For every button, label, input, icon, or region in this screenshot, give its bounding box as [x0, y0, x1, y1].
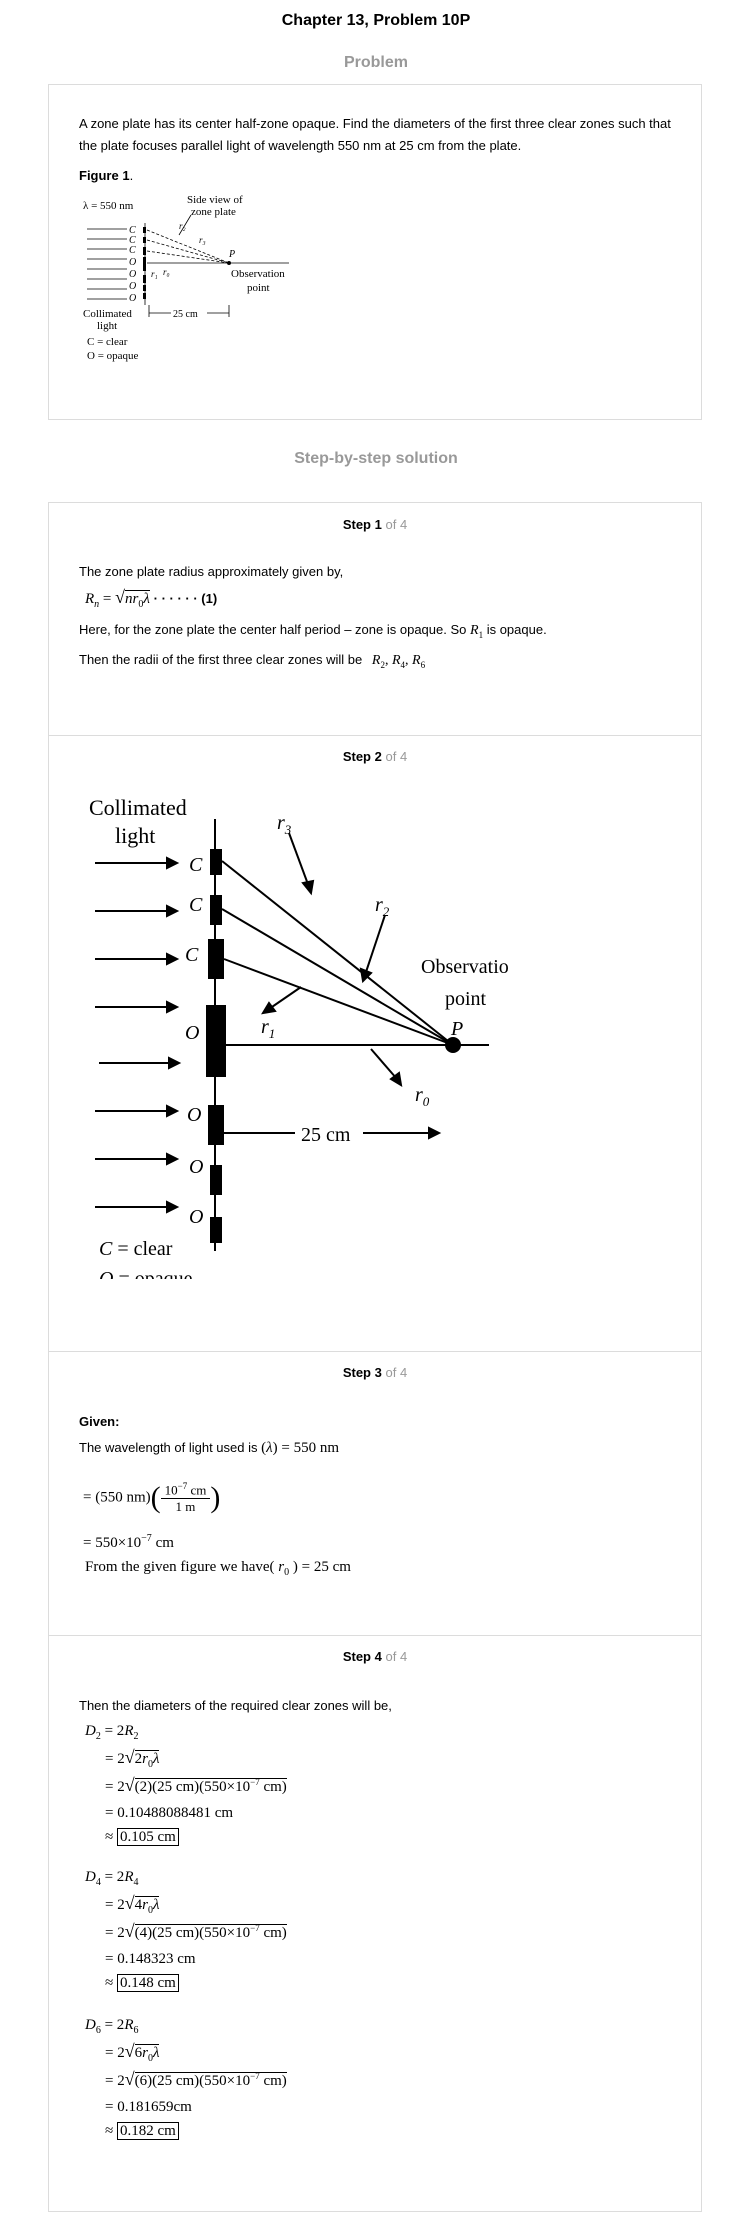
- svg-text:C: C: [129, 225, 136, 236]
- svg-text:r2: r2: [375, 894, 390, 919]
- svg-text:C: C: [129, 245, 136, 256]
- problem-text: A zone plate has its center half-zone op…: [79, 116, 671, 153]
- step1-line3: Then the radii of the first three clear …: [79, 652, 426, 670]
- svg-text:O: O: [129, 281, 136, 292]
- fig-side-view: Side view of: [187, 194, 243, 206]
- page-title: Chapter 13, Problem 10P: [281, 12, 471, 29]
- step3-line1: The wavelength of light used is (λ) = 55…: [79, 1440, 339, 1456]
- svg-text:C: C: [189, 894, 203, 916]
- svg-text:C = clear: C = clear: [99, 1238, 173, 1260]
- fig-collimated: Collimated: [83, 308, 132, 320]
- step-2-header: Step 2 of 4: [342, 749, 408, 764]
- svg-text:r₁: r₁: [151, 269, 158, 279]
- d6-answer: 0.182 cm: [116, 2122, 179, 2140]
- svg-text:O: O: [189, 1206, 203, 1228]
- svg-text:r3: r3: [277, 812, 292, 837]
- d4-answer: 0.148 cm: [116, 1974, 179, 1992]
- step4-line1: Then the diameters of the required clear…: [79, 1698, 392, 1713]
- step1-line2: Here, for the zone plate the center half…: [79, 622, 547, 640]
- svg-text:O: O: [187, 1104, 201, 1126]
- fig-zone-plate: zone plate: [191, 206, 236, 218]
- fig2-point: point: [445, 988, 487, 1010]
- step-1-header: Step 1 of 4: [342, 517, 408, 532]
- fig2-distance: 25 cm: [301, 1124, 351, 1146]
- fig-distance: 25 cm: [173, 309, 198, 320]
- svg-text:r₂: r₂: [179, 221, 186, 231]
- fig-light: light: [97, 320, 117, 332]
- fig-observation: Observation: [231, 268, 285, 280]
- svg-text:O: O: [189, 1156, 203, 1178]
- step2-figure: Collimated light C C C O O O O: [89, 795, 509, 1279]
- svg-text:r1: r1: [261, 1016, 275, 1041]
- step1-eq1: Rn = √nr0λ · · · · · · (1): [85, 587, 218, 610]
- fig-point: point: [247, 282, 270, 294]
- step3-eq3: = 550×10−7 cm: [83, 1533, 174, 1551]
- svg-text:r₃: r₃: [199, 235, 206, 245]
- svg-text:r₀: r₀: [163, 267, 170, 277]
- step-4-header: Step 4 of 4: [342, 1649, 408, 1664]
- problem-heading: Problem: [343, 54, 408, 71]
- problem-box: A zone plate has its center half-zone op…: [48, 84, 702, 420]
- solution-heading: Step-by-step solution: [294, 450, 458, 467]
- svg-text:O: O: [129, 269, 136, 280]
- step3-given: Given:: [79, 1414, 120, 1429]
- svg-text:O = opaque: O = opaque: [99, 1268, 193, 1279]
- svg-text:C: C: [185, 944, 199, 966]
- svg-text:P: P: [228, 249, 235, 260]
- d2-answer: 0.105 cm: [116, 1828, 179, 1846]
- svg-text:C: C: [189, 854, 203, 876]
- problem-figure: λ = 550 nm Side view of zone plate C C C…: [83, 194, 289, 362]
- fig-lambda: λ = 550 nm: [83, 200, 134, 212]
- d6-value: = 0.181659cm: [105, 2099, 192, 2115]
- step3-line4: From the given figure we have( r0 ) = 25…: [85, 1559, 351, 1578]
- svg-text:r0: r0: [415, 1084, 430, 1109]
- fig2-light: light: [115, 823, 155, 848]
- step-3-header: Step 3 of 4: [342, 1365, 408, 1380]
- steps-box: Step 1 of 4 The zone plate radius approx…: [48, 502, 702, 2212]
- fig-clear: C = clear: [87, 336, 128, 348]
- fig2-observation: Observation: [421, 956, 509, 978]
- step1-line1: The zone plate radius approximately give…: [79, 564, 344, 579]
- d2-value: = 0.10488088481 cm: [105, 1805, 234, 1821]
- d4-value: = 0.148323 cm: [105, 1951, 196, 1967]
- svg-text:O: O: [129, 257, 136, 268]
- svg-text:P: P: [450, 1018, 463, 1040]
- figure-label: Figure 1.: [79, 168, 134, 183]
- svg-text:C: C: [129, 235, 136, 246]
- svg-text:O: O: [129, 293, 136, 304]
- step3-eq2: = (550 nm)(10−7 cm 1 m): [83, 1481, 221, 1515]
- fig-opaque: O = opaque: [87, 350, 139, 362]
- svg-text:O: O: [185, 1022, 199, 1044]
- fig2-collimated: Collimated: [89, 795, 187, 820]
